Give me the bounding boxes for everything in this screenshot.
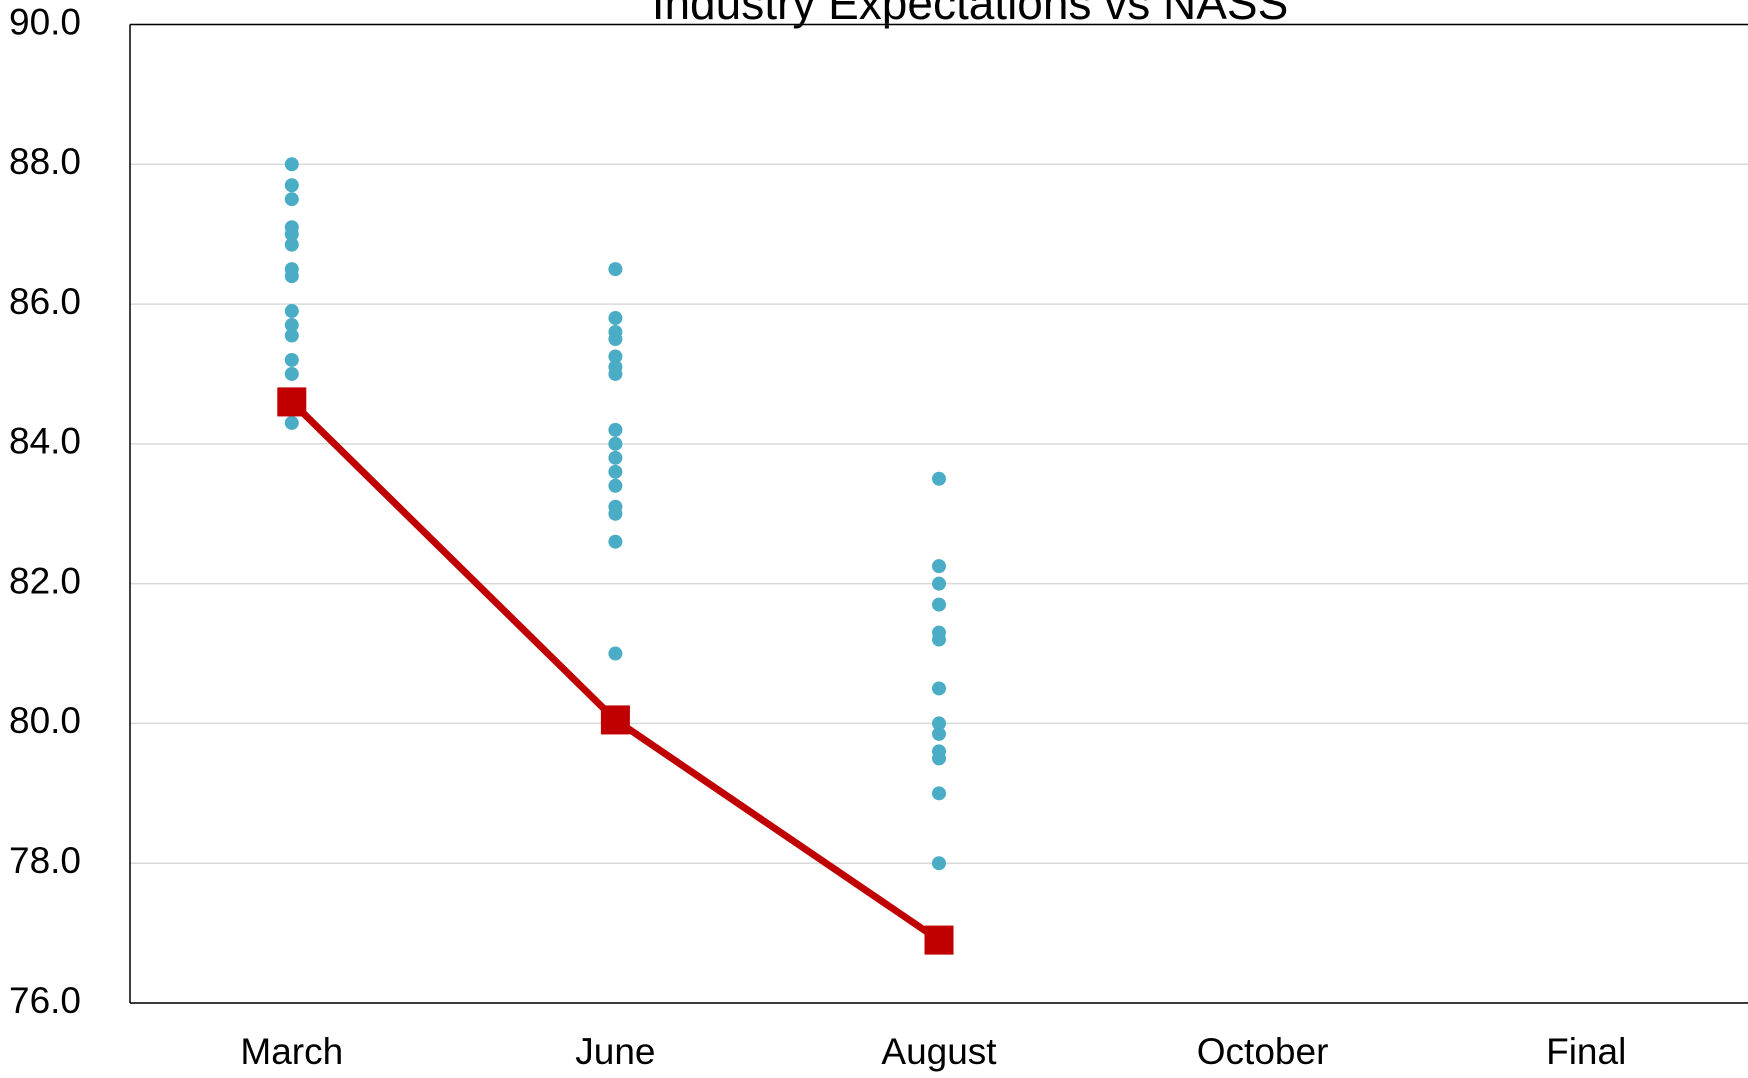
estimate-dot (608, 450, 623, 465)
estimate-dot (932, 597, 946, 612)
estimate-dot (284, 318, 299, 333)
estimate-dot (284, 192, 299, 207)
estimate-dot (932, 856, 946, 871)
estimate-dot (284, 366, 299, 381)
estimate-dot (608, 478, 623, 493)
estimate-dot (932, 716, 946, 731)
y-tick-label: 76.0 (9, 980, 81, 1021)
y-tick-label: 86.0 (9, 281, 81, 322)
estimate-dot (284, 157, 299, 172)
nass-marker (600, 705, 630, 735)
estimate-dot (284, 227, 299, 242)
estimate-dot (608, 464, 623, 479)
y-tick-label: 78.0 (9, 840, 81, 881)
y-tick-label: 88.0 (9, 141, 81, 182)
estimate-dot (608, 422, 623, 437)
estimate-dot (608, 311, 623, 326)
x-tick-label: October (1197, 1031, 1329, 1072)
nass-marker (924, 925, 954, 955)
estimate-dot (932, 751, 946, 766)
x-tick-label: June (575, 1031, 655, 1072)
x-tick-label: March (240, 1031, 343, 1072)
x-tick-label: August (881, 1031, 997, 1072)
estimate-dot (932, 632, 946, 647)
estimate-dot (284, 352, 299, 367)
estimate-dot (932, 471, 946, 486)
estimate-dot (608, 332, 623, 347)
estimate-dot (608, 646, 623, 661)
estimate-dot (608, 262, 623, 277)
estimate-dot (284, 328, 299, 343)
estimate-dot (284, 237, 299, 252)
estimate-dot (932, 681, 946, 696)
estimate-dot (284, 415, 299, 430)
nass-marker (277, 387, 307, 417)
y-tick-label: 90.0 (9, 1, 81, 42)
estimate-dot (932, 559, 946, 574)
y-tick-label: 82.0 (9, 560, 81, 601)
estimate-dot (608, 534, 623, 549)
estimate-dot (608, 506, 623, 521)
estimate-dot (284, 269, 299, 284)
y-tick-label: 80.0 (9, 700, 81, 741)
estimate-dot (932, 726, 946, 741)
x-tick-label: Final (1546, 1031, 1626, 1072)
estimate-dot (932, 786, 946, 801)
estimate-dot (608, 349, 623, 364)
estimate-dot (932, 576, 946, 591)
estimate-dot (608, 436, 623, 451)
y-tick-label: 84.0 (9, 421, 81, 462)
estimate-dot (608, 366, 623, 381)
estimate-dot (284, 304, 299, 319)
estimate-dot (284, 178, 299, 193)
